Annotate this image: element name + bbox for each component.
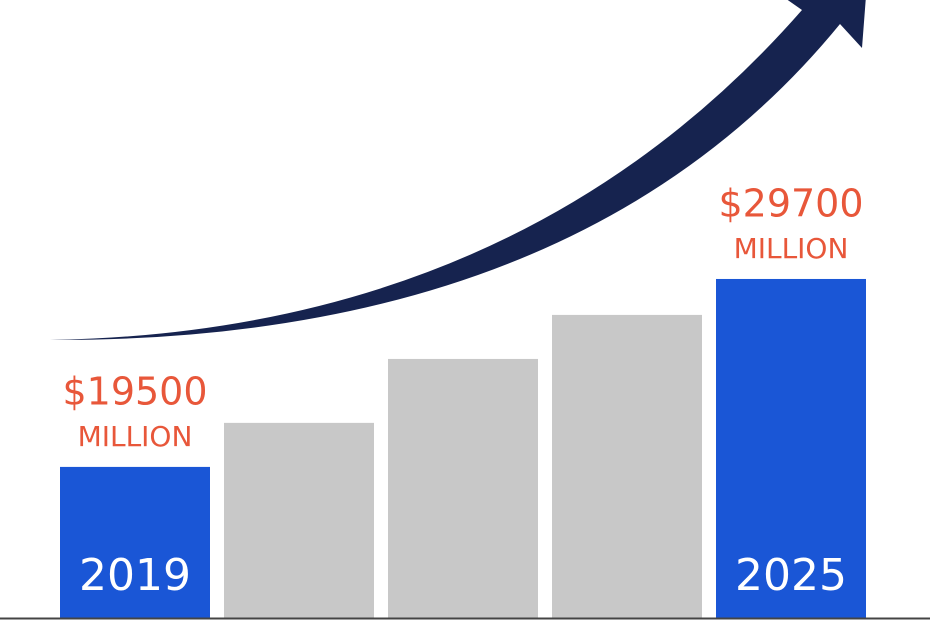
year-label: 2025 xyxy=(735,550,847,601)
year-label: 2019 xyxy=(79,550,191,601)
growth-arrow xyxy=(50,0,866,341)
bar xyxy=(552,314,702,618)
value-label: $29700 xyxy=(718,181,863,225)
bars: 2019 $19500 MILLION 2025 $29700 MILLION xyxy=(60,181,866,618)
bar xyxy=(224,422,374,618)
unit-label: MILLION xyxy=(78,420,193,453)
value-label: $19500 xyxy=(62,369,207,413)
bar xyxy=(60,466,210,618)
unit-label: MILLION xyxy=(734,232,849,265)
bar xyxy=(716,278,866,618)
bar xyxy=(388,358,538,618)
